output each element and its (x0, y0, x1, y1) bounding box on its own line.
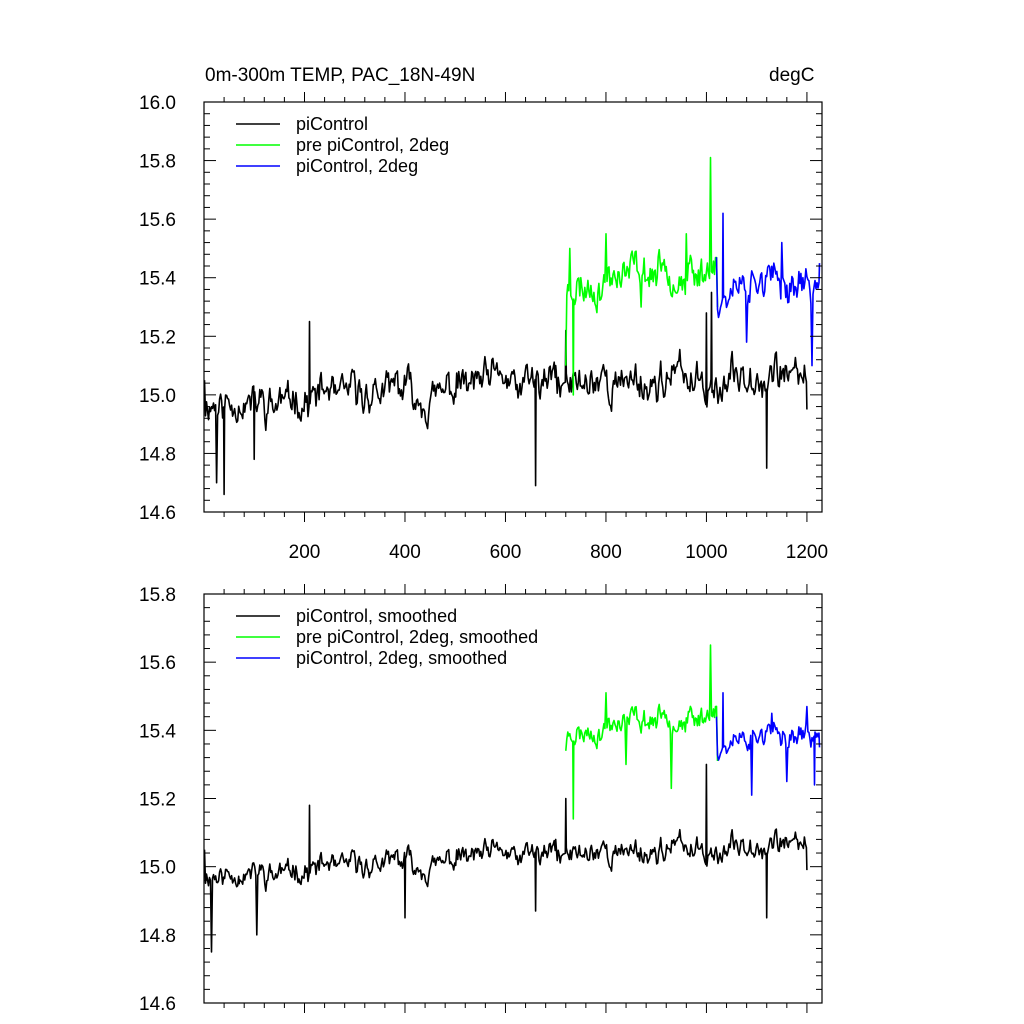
y-tick-label: 15.6 (139, 653, 176, 674)
x-tick-label: 600 (490, 542, 522, 563)
y-tick-label: 14.8 (139, 444, 176, 465)
series-line-1 (203, 291, 808, 496)
chart-title: 0m-300m TEMP, PAC_18N-49N (205, 65, 476, 86)
legend-label-2: pre piControl, 2deg (296, 135, 449, 155)
x-tick-label: 200 (289, 542, 321, 563)
legend-label-3: piControl, 2deg (296, 156, 418, 176)
x-tick-label: 1200 (786, 542, 828, 563)
plot-frame (203, 101, 823, 513)
y-tick-label: 14.6 (139, 503, 176, 524)
legend-label-1: piControl (296, 114, 368, 134)
y-tick-label: 14.8 (139, 926, 176, 947)
y-tick-label: 15.8 (139, 585, 176, 606)
series-line-2 (565, 156, 719, 396)
y-tick-label: 15.6 (139, 210, 176, 231)
y-tick-label: 14.6 (139, 994, 176, 1015)
y-tick-label: 15.2 (139, 327, 176, 348)
y-tick-label: 16.0 (139, 93, 176, 114)
bottom-panel: 14.6 14.8 15.0 15.2 15.4 15.6 15.8 piControl, s… (139, 584, 823, 1015)
x-tick-label: 800 (590, 542, 622, 563)
series-line-3 (715, 212, 821, 367)
y-tick-label: 15.4 (139, 269, 176, 290)
y-tick-label: 15.0 (139, 386, 176, 407)
series-line-1 (203, 763, 808, 953)
series-line-2 (565, 644, 719, 820)
legend-label-1: piControl, smoothed (296, 606, 457, 626)
x-tick-label: 1000 (685, 542, 727, 563)
y-tick-label: 15.4 (139, 721, 176, 742)
y-tick-label: 15.2 (139, 790, 176, 811)
y-tick-label: 15.8 (139, 152, 176, 173)
legend-label-3: piControl, 2deg, smoothed (296, 648, 507, 668)
top-panel: 200 400 600 800 1000 1200 14.6 14.8 15.0 15.2 15.4… (139, 92, 828, 563)
legend-label-2: pre piControl, 2deg, smoothed (296, 627, 538, 647)
units-label: degC (769, 65, 815, 86)
x-tick-label: 400 (389, 542, 421, 563)
series-line-3 (715, 692, 821, 796)
y-tick-label: 15.0 (139, 858, 176, 879)
